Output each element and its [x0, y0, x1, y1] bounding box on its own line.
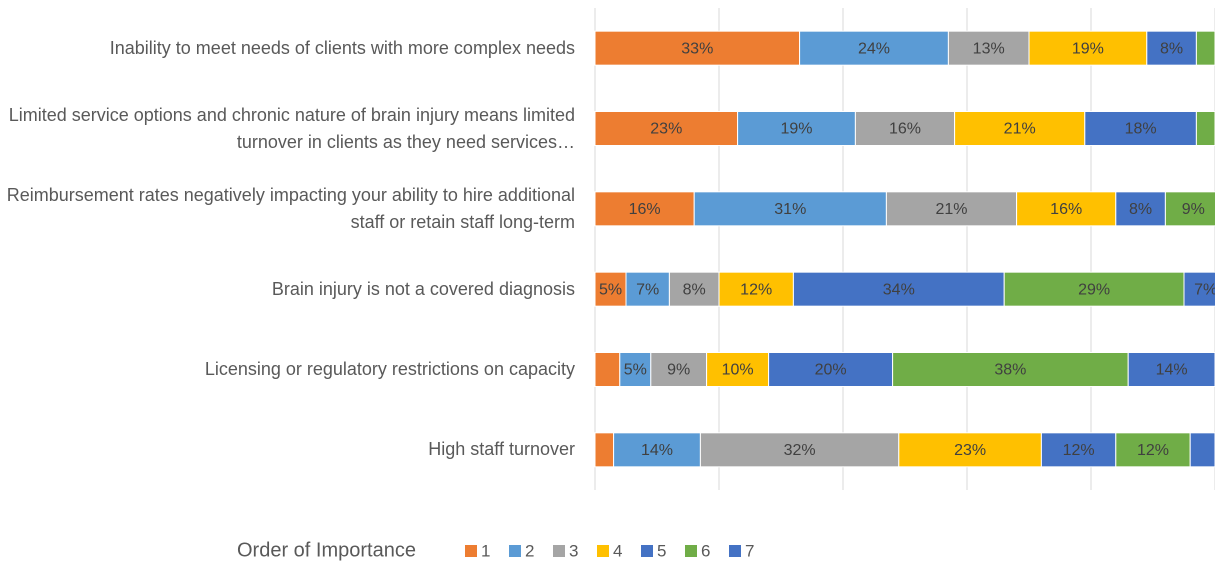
data-label: 23% — [650, 121, 682, 138]
data-label: 21% — [935, 201, 967, 218]
bar-segment — [668, 271, 720, 307]
data-label: 18% — [1125, 121, 1157, 138]
category-label: Limited service options and chronic natu… — [8, 104, 575, 152]
data-label: 8% — [1160, 40, 1183, 57]
data-label: 7% — [1194, 281, 1215, 298]
data-label: 12% — [1063, 442, 1095, 459]
data-label: 32% — [784, 442, 816, 459]
data-label: 23% — [954, 442, 986, 459]
bar-segment — [1183, 271, 1215, 307]
data-label: 21% — [1004, 121, 1036, 138]
bar-segment — [954, 111, 1086, 146]
category-label: Reimbursement rates negatively impacting… — [6, 184, 575, 232]
bar-segment — [885, 191, 1018, 227]
data-label: 7% — [636, 281, 659, 298]
legend-label: 4 — [613, 541, 622, 560]
data-label: 12% — [1137, 442, 1169, 459]
data-label: 19% — [780, 121, 812, 138]
legend-label: 7 — [745, 541, 754, 560]
bar-segment — [898, 432, 1042, 468]
bar-segment — [1040, 432, 1117, 468]
legend-label: 6 — [701, 541, 710, 560]
data-label: 13% — [973, 40, 1005, 57]
data-label: 33% — [681, 40, 713, 57]
data-label: 8% — [1129, 201, 1152, 218]
bar-segment — [594, 432, 615, 468]
bar-segment — [1195, 111, 1215, 146]
legend-swatch — [509, 545, 521, 557]
legend-swatch — [729, 545, 741, 557]
data-label: 16% — [629, 201, 661, 218]
legend-swatch — [553, 545, 565, 557]
bar-segment — [1195, 30, 1215, 66]
bar-segment — [613, 432, 701, 468]
bar-segment — [1003, 271, 1185, 307]
data-label: 16% — [889, 121, 921, 138]
category-label: Inability to meet needs of clients with … — [109, 37, 575, 58]
data-label: 14% — [641, 442, 673, 459]
bar-segment — [1115, 432, 1191, 468]
bar-segment — [693, 191, 887, 227]
bar-segment — [619, 352, 652, 387]
data-label: 5% — [624, 362, 647, 379]
bar-segment — [699, 432, 900, 468]
data-label: 14% — [1156, 362, 1188, 379]
data-label: 31% — [774, 201, 806, 218]
bar-segment — [625, 271, 670, 307]
category-label: Brain injury is not a covered diagnosis — [271, 278, 575, 299]
bar-segment — [947, 30, 1030, 66]
data-label: 12% — [740, 281, 772, 298]
data-label: 9% — [667, 362, 690, 379]
bar-segment — [799, 30, 949, 66]
legend-label: 3 — [569, 541, 578, 560]
legend-label: 2 — [525, 541, 534, 560]
category-label: Licensing or regulatory restrictions on … — [204, 359, 575, 379]
data-label: 9% — [1182, 201, 1205, 218]
data-label: 34% — [883, 281, 915, 298]
bar-segment — [768, 352, 894, 387]
data-label: 38% — [994, 362, 1026, 379]
bar-segment — [792, 271, 1005, 307]
legend-label: 1 — [481, 541, 490, 560]
bar-segment — [1164, 191, 1215, 227]
data-label: 19% — [1072, 40, 1104, 57]
bar-segment — [1115, 191, 1166, 227]
bar-segment — [594, 30, 801, 66]
bar-segment — [594, 352, 621, 387]
bar-segment — [737, 111, 856, 146]
data-label: 10% — [722, 362, 754, 379]
bar-segment — [892, 352, 1129, 387]
data-label: 16% — [1050, 201, 1082, 218]
bar-segment — [718, 271, 794, 307]
legend-swatch — [597, 545, 609, 557]
legend-swatch — [465, 545, 477, 557]
data-label: 24% — [858, 40, 890, 57]
bar-segment — [854, 111, 956, 146]
data-label: 8% — [683, 281, 706, 298]
data-label: 29% — [1078, 281, 1110, 298]
category-label: High staff turnover — [428, 439, 575, 460]
bar-segment — [1028, 30, 1148, 66]
data-label: 5% — [599, 281, 622, 298]
bar-segment — [1127, 352, 1215, 387]
bar-segment — [1189, 432, 1215, 468]
legend-title: Order of Importance — [237, 539, 416, 561]
legend-label: 5 — [657, 541, 666, 560]
bar-segment — [594, 111, 739, 146]
legend-swatch — [641, 545, 653, 557]
bar-segment — [1084, 111, 1197, 146]
legend-swatch — [685, 545, 697, 557]
bar-segment — [594, 191, 695, 227]
bar-segment — [706, 352, 770, 387]
data-label: 20% — [815, 362, 847, 379]
